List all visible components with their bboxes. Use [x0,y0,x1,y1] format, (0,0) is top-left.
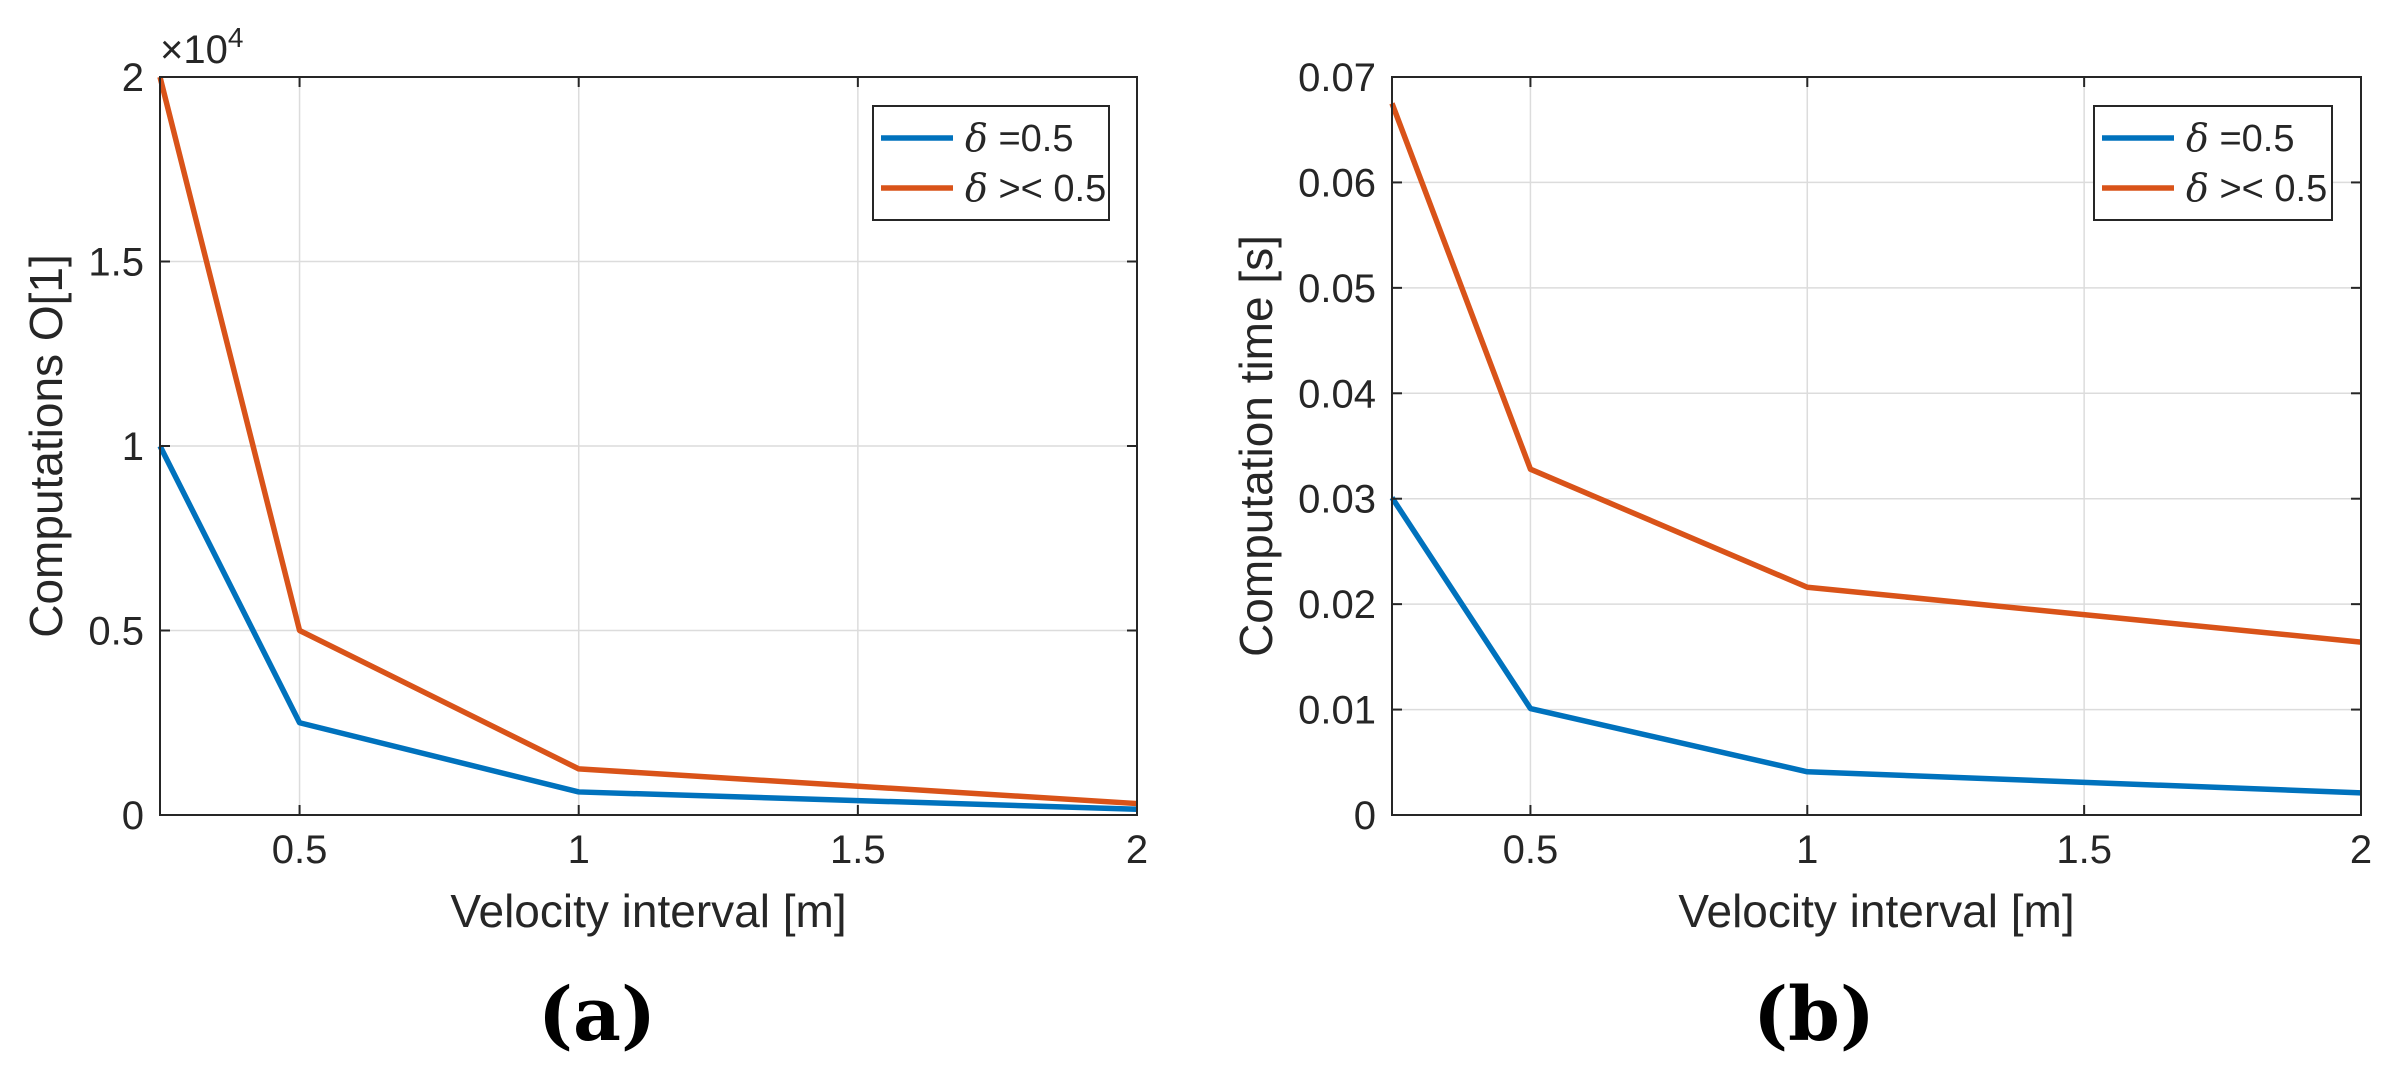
legend-box [872,105,1110,221]
y-axis-label: Computations O[1] [20,254,72,638]
legend-entry: δ >< 0.5 [965,166,1106,210]
y-tick-label: 0.01 [1298,689,1376,733]
x-tick-label: 0.5 [272,828,328,872]
panel-a: 0.5 1 1.5 2 0 0.5 1 1.5 2 ×104 Velocity interval [… [20,22,1148,1058]
panel-label: (a) [538,972,656,1058]
x-axis-label: Velocity interval [m] [1678,885,2074,937]
legend: δ =0.5 δ >< 0.5 [872,105,1110,221]
series-line-delta-eq-0-5 [157,444,1138,812]
y-tick-label: 0.03 [1298,478,1376,522]
axes-frame [1391,76,2362,816]
panel-label: (b) [1753,972,1875,1058]
x-tick-label: 1.5 [2056,828,2112,872]
y-tick-label: 0.5 [88,610,144,654]
legend-entry: δ =0.5 [2186,116,2294,160]
y-tick-label: 0 [1354,794,1376,838]
y-tick-label: 0.06 [1298,161,1376,205]
y-tick-label: 1 [122,425,144,469]
x-tick-label: 1.5 [830,828,886,872]
x-tick-label: 2 [2350,828,2372,872]
x-tick-label: 2 [1126,828,1148,872]
y-tick-label: 0.07 [1298,56,1376,100]
x-tick-label: 1 [568,828,590,872]
x-tick-label: 0.5 [1503,828,1559,872]
series-line-delta-neq-0-5 [1389,102,2362,645]
series-line-delta-neq-0-5 [157,76,1138,807]
x-tick-label: 1 [1796,828,1818,872]
panel-b: 0.5 1 1.5 2 0 0.01 0.02 0.03 0.04 0.05 0.06 0.07 Vel… [1230,56,2372,1058]
y-tick-label: 0.02 [1298,583,1376,627]
y-axis-label: Computation time [s] [1230,235,1282,657]
legend-entry: δ =0.5 [965,116,1073,160]
legend-entry: δ >< 0.5 [2186,166,2327,210]
x-axis-label: Velocity interval [m] [450,885,846,937]
y-exponent-label: ×104 [160,22,243,72]
y-tick-label: 0.05 [1298,267,1376,311]
y-tick-label: 2 [122,56,144,100]
legend-box [2093,105,2333,221]
y-tick-label: 0 [122,794,144,838]
y-tick-label: 0.04 [1298,372,1376,416]
y-tick-label: 1.5 [88,241,144,285]
series-line-delta-eq-0-5 [1389,496,2362,796]
legend: δ =0.5 δ >< 0.5 [2093,105,2333,221]
